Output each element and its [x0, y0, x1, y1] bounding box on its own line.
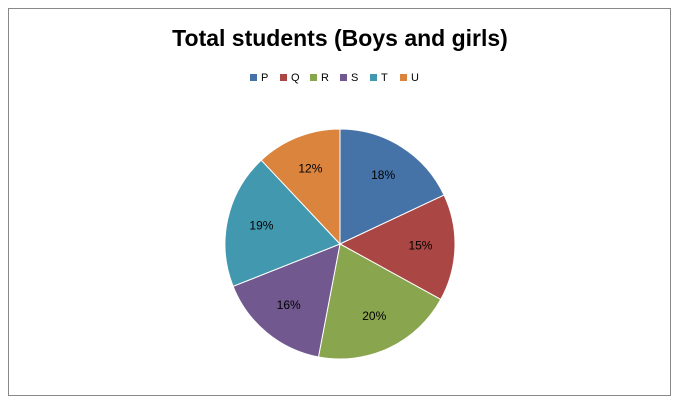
legend-label: U — [411, 72, 419, 84]
data-label: 20% — [362, 309, 386, 323]
data-label: 12% — [298, 161, 322, 175]
legend-label: T — [381, 72, 388, 84]
legend-swatch — [250, 74, 257, 81]
data-label: 15% — [408, 239, 432, 253]
legend-label: R — [321, 72, 329, 84]
legend-swatch — [280, 74, 287, 81]
chart-title: Total students (Boys and girls) — [172, 25, 508, 51]
legend-swatch — [400, 74, 407, 81]
pie-slice — [338, 194, 456, 301]
pie-slice — [317, 243, 442, 360]
legend-label: P — [261, 72, 268, 84]
data-label: 19% — [249, 219, 273, 233]
pie-slice — [232, 243, 341, 358]
data-label: 16% — [277, 298, 301, 312]
pie-slice — [260, 128, 341, 246]
data-label: 18% — [371, 168, 395, 182]
legend-swatch — [370, 74, 377, 81]
legend-label: S — [351, 72, 358, 84]
pie-slice — [339, 128, 445, 245]
pie-slice — [224, 159, 341, 287]
legend-label: Q — [291, 72, 300, 84]
legend-swatch — [340, 74, 347, 81]
legend-swatch — [310, 74, 317, 81]
